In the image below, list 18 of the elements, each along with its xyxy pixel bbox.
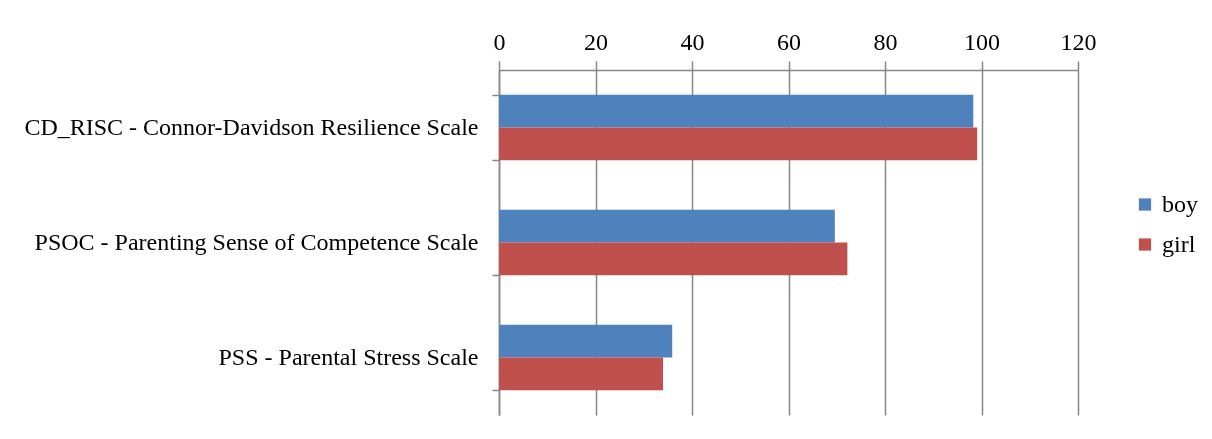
legend-label: boy	[1162, 190, 1198, 217]
x-tick-label: 60	[777, 28, 801, 55]
x-tick-label: 0	[493, 28, 506, 55]
x-tick-label: 20	[584, 28, 608, 55]
y-tick-label: PSS - Parental Stress Scale	[218, 344, 479, 370]
y-tick-label: CD_RISC - Connor-Davidson Resilience Scale	[24, 114, 479, 140]
bar	[499, 324, 673, 358]
bar	[499, 94, 974, 128]
bar	[499, 209, 835, 243]
x-tick-label: 40	[680, 28, 705, 55]
x-tick-label: 100	[964, 28, 1000, 55]
bar	[499, 242, 848, 276]
x-tick-label: 120	[1060, 28, 1097, 55]
y-tick-label: PSOC - Parenting Sense of Competence Scale	[34, 229, 479, 255]
legend-label: girl	[1162, 230, 1196, 257]
x-tick-label: 80	[873, 28, 898, 55]
bar	[499, 127, 978, 161]
bar	[499, 357, 664, 391]
